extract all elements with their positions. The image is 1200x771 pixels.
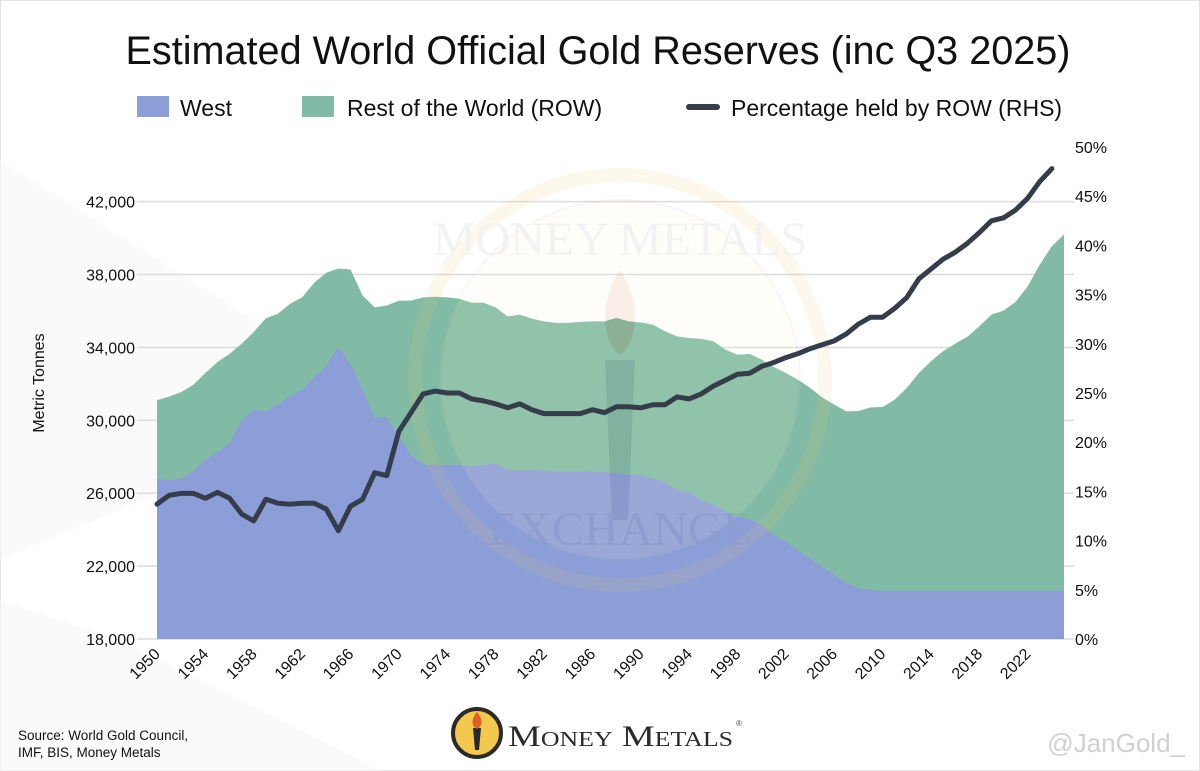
source-line-2: IMF, BIS, Money Metals [18,745,161,760]
y2-tick-label: 25% [1075,386,1107,403]
legend-swatch-west [137,96,169,117]
background-decoration [0,160,380,771]
y2-tick-label: 20% [1075,435,1107,452]
x-tick-label: 1974 [417,646,454,683]
legend: West Rest of the World (ROW) Percentage … [137,95,1062,121]
y-axis-label: Metric Tonnes [31,333,48,432]
x-tick-label: 2002 [755,646,792,683]
y-tick-label: 22,000 [86,559,135,576]
watermark-text-top: MONEY METALS [433,213,807,266]
x-tick-label: 2014 [901,646,938,683]
percentage-line [154,166,1055,534]
y-tick-label: 42,000 [86,195,135,212]
source-line-1: Source: World Gold Council, [18,728,188,743]
x-tick-label: 2018 [949,646,986,683]
x-tick-label: 1962 [272,646,309,683]
x-tick-label: 2010 [852,646,889,683]
y2-tick-label: 15% [1075,484,1107,501]
x-axis: 1950 1954 1958 1962 1966 1970 1974 1978 1982 1986… [127,646,1035,683]
x-tick-label: 1982 [514,646,551,683]
y-tick-label: 26,000 [86,486,135,503]
y-axis-left: 18,000 22,000 26,000 30,000 34,000 38,000 42,0… [86,195,135,649]
y2-tick-label: 10% [1075,534,1107,551]
watermark-seal: MONEY METALS EXCHANGE [408,168,832,592]
legend-swatch-pct [686,104,720,110]
money-metals-logo: Money Metals ® [451,707,742,759]
logo-wordmark: Money Metals [508,720,733,753]
footer: Source: World Gold Council, IMF, BIS, Mo… [18,707,1186,760]
legend-label-west: West [180,95,233,121]
area-west [157,346,1064,639]
legend-label-row: Rest of the World (ROW) [347,95,602,121]
watermark-text-bottom: EXCHANGE [488,503,752,556]
x-tick-label: 1966 [320,646,357,683]
y-axis-right: 0% 5% 10% 15% 20% 25% 30% 35% 40% 45% 50% [1075,140,1107,649]
x-tick-label: 1990 [610,646,647,683]
x-tick-label: 1998 [707,646,744,683]
y2-tick-label: 35% [1075,288,1107,305]
y-tick-label: 30,000 [86,413,135,430]
y2-tick-label: 0% [1075,632,1098,649]
legend-label-pct: Percentage held by ROW (RHS) [731,95,1062,121]
y-tick-label: 38,000 [86,268,135,285]
areas [157,234,1064,639]
y2-tick-label: 50% [1075,140,1107,157]
x-tick-label: 1970 [369,646,406,683]
x-tick-label: 2022 [997,646,1034,683]
chart-title: Estimated World Official Gold Reserves (… [126,29,1071,73]
y2-tick-label: 45% [1075,189,1107,206]
x-tick-label: 1994 [659,646,696,683]
x-tick-label: 1958 [223,646,260,683]
y2-tick-label: 40% [1075,238,1107,255]
x-tick-label: 2006 [804,646,841,683]
svg-text:®: ® [736,719,742,728]
legend-swatch-row [302,96,334,117]
y2-tick-label: 5% [1075,583,1098,600]
y-tick-label: 34,000 [86,340,135,357]
author-handle: @JanGold_ [1047,728,1185,758]
y2-tick-label: 30% [1075,337,1107,354]
x-tick-label: 1978 [465,646,502,683]
y-tick-label: 18,000 [86,632,135,649]
x-tick-label: 1986 [562,646,599,683]
